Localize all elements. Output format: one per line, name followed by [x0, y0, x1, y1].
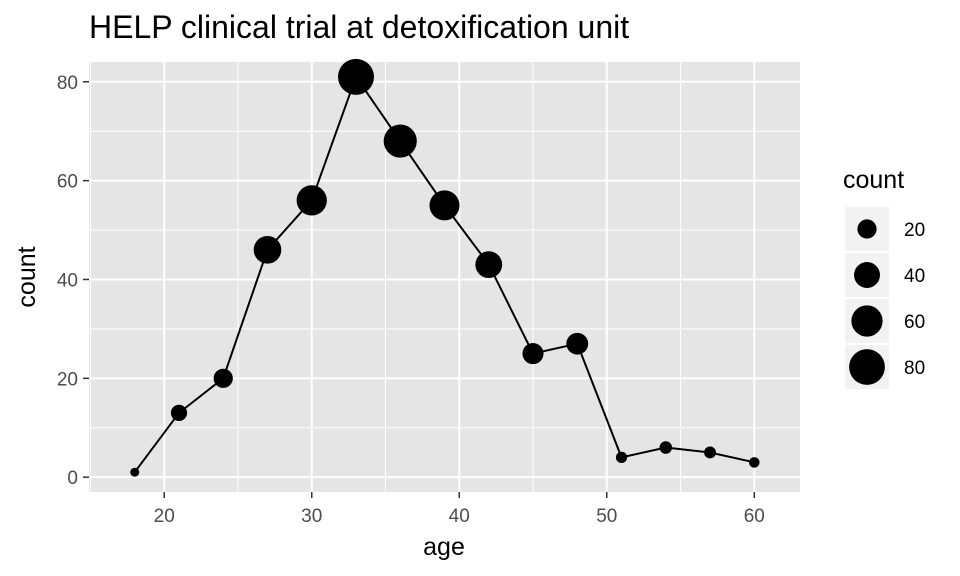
y-tick-label: 20 [57, 369, 78, 390]
x-tick-label: 60 [744, 506, 765, 527]
data-point [213, 368, 233, 388]
data-point [429, 190, 460, 221]
legend-title: count [843, 166, 904, 194]
legend-label: 40 [904, 266, 925, 287]
data-point [475, 251, 503, 279]
data-point [566, 332, 589, 355]
data-point [253, 235, 282, 264]
x-axis-title: age [423, 533, 465, 561]
data-point [383, 124, 417, 158]
major-gridlines [89, 62, 800, 492]
chart-title: HELP clinical trial at detoxification un… [89, 9, 629, 45]
x-axis: 20 30 40 50 60 [154, 492, 765, 527]
y-tick-label: 60 [57, 172, 78, 193]
y-axis-title: count [13, 246, 41, 307]
legend-key-symbol [857, 219, 877, 239]
y-tick-label: 80 [57, 73, 78, 94]
legend-label: 60 [904, 312, 925, 333]
data-point [659, 441, 673, 454]
data-point [170, 404, 188, 422]
legend-label: 80 [904, 358, 925, 379]
data-point [130, 467, 140, 477]
data-points [130, 58, 760, 477]
data-point [522, 343, 544, 365]
data-point [337, 58, 374, 95]
legend-label: 20 [904, 220, 925, 241]
legend-key-symbol [849, 349, 885, 385]
data-point [704, 446, 716, 459]
data-point [615, 451, 628, 464]
x-tick-label: 40 [449, 506, 470, 527]
plot-panel [89, 62, 800, 492]
x-tick-label: 20 [154, 506, 175, 527]
x-tick-label: 30 [301, 506, 322, 527]
data-point [748, 457, 760, 468]
data-point [296, 185, 327, 216]
y-axis: 0 20 40 60 80 [57, 73, 89, 489]
y-tick-label: 0 [67, 468, 78, 489]
x-tick-label: 50 [596, 506, 617, 527]
legend-key-symbol [854, 262, 880, 288]
legend-key-symbol [851, 305, 883, 337]
y-tick-label: 40 [57, 270, 78, 291]
legend: count 20 40 60 80 [843, 166, 925, 389]
